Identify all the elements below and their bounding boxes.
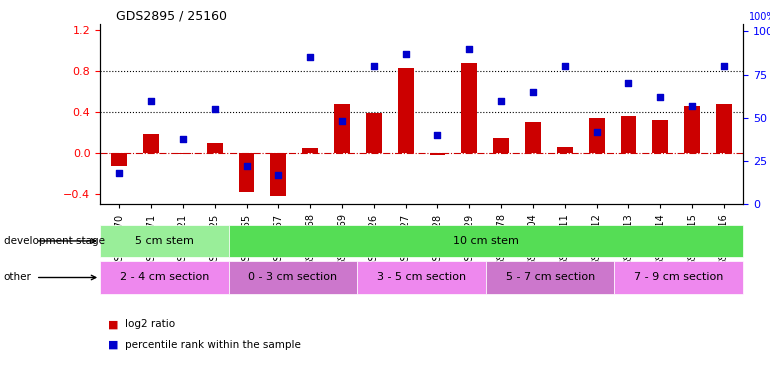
Text: 0 - 3 cm section: 0 - 3 cm section	[249, 273, 337, 282]
Point	[464, 46, 476, 52]
Text: 100%: 100%	[748, 12, 770, 22]
Bar	[357, 261, 486, 294]
Point	[622, 80, 634, 86]
Bar	[239, 153, 254, 192]
Bar	[685, 106, 700, 153]
Bar	[111, 153, 127, 166]
Point	[686, 103, 698, 109]
Point	[272, 172, 284, 178]
Point	[431, 132, 444, 138]
Text: other: other	[4, 273, 32, 282]
Point	[400, 51, 412, 57]
Bar	[557, 147, 573, 153]
Bar	[334, 104, 350, 153]
Bar	[100, 225, 229, 257]
Point	[367, 63, 380, 69]
Text: 5 - 7 cm section: 5 - 7 cm section	[506, 273, 594, 282]
Text: 3 - 5 cm section: 3 - 5 cm section	[377, 273, 466, 282]
Bar	[716, 104, 732, 153]
Bar	[270, 153, 286, 196]
Point	[176, 136, 189, 142]
Point	[495, 98, 507, 104]
Point	[559, 63, 571, 69]
Bar	[143, 134, 159, 153]
Point	[336, 118, 348, 124]
Bar	[652, 120, 668, 153]
Bar	[175, 153, 191, 154]
Text: GDS2895 / 25160: GDS2895 / 25160	[116, 9, 226, 22]
Bar	[525, 122, 541, 153]
Bar	[302, 148, 318, 153]
Bar	[397, 68, 413, 153]
Point	[145, 98, 157, 104]
Bar	[100, 261, 229, 294]
Text: 5 cm stem: 5 cm stem	[135, 236, 194, 246]
Point	[240, 163, 253, 169]
Text: development stage: development stage	[4, 236, 105, 246]
Bar	[486, 261, 614, 294]
Text: 10 cm stem: 10 cm stem	[453, 236, 519, 246]
Bar	[621, 116, 637, 153]
Text: ■: ■	[108, 320, 119, 329]
Bar	[614, 261, 743, 294]
Point	[591, 129, 603, 135]
Text: 2 - 4 cm section: 2 - 4 cm section	[119, 273, 209, 282]
Point	[113, 170, 126, 176]
Text: 7 - 9 cm section: 7 - 9 cm section	[634, 273, 724, 282]
Point	[209, 106, 221, 112]
Bar	[366, 113, 382, 153]
Bar	[494, 138, 509, 153]
Text: percentile rank within the sample: percentile rank within the sample	[125, 340, 300, 350]
Bar	[206, 142, 223, 153]
Point	[654, 94, 667, 100]
Point	[304, 54, 316, 60]
Text: ■: ■	[108, 340, 119, 350]
Bar	[461, 63, 477, 153]
Bar	[229, 225, 743, 257]
Bar	[589, 118, 604, 153]
Point	[718, 63, 730, 69]
Bar	[229, 261, 357, 294]
Text: log2 ratio: log2 ratio	[125, 320, 175, 329]
Point	[527, 89, 539, 95]
Bar	[430, 153, 446, 155]
